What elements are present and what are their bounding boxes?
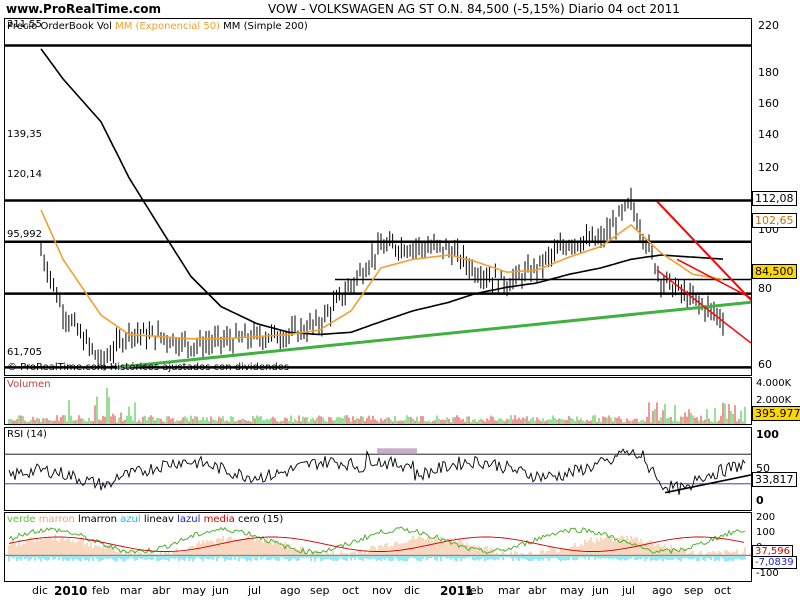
price-bars — [40, 187, 724, 371]
x-label-4: abr — [152, 584, 171, 597]
level-label-120: 120,14 — [7, 169, 42, 180]
vol-tick-4000: 4.000K — [756, 378, 792, 389]
x-label-13: 2011 — [440, 584, 474, 598]
ema50-line — [40, 209, 724, 340]
x-label-10: oct — [342, 584, 360, 597]
price-tick-140: 140 — [758, 128, 779, 141]
price-tick-160: 160 — [758, 97, 779, 110]
x-label-8: ago — [280, 584, 301, 597]
tag-volume: 395.977 — [752, 406, 800, 421]
x-label-22: oct — [714, 584, 732, 597]
site-name[interactable]: www.ProRealTime.com — [6, 2, 161, 16]
x-label-17: may — [560, 584, 584, 597]
x-label-20: ago — [652, 584, 673, 597]
tag-rsi: 33,817 — [752, 472, 797, 487]
osc-legend-lmarron: lmarron — [78, 514, 117, 525]
x-label-5: may — [182, 584, 206, 597]
legend-vol: Precio OrderBook Vol — [7, 21, 112, 32]
x-label-11: nov — [372, 584, 393, 597]
x-label-12: dic — [404, 584, 421, 597]
osc-tick-m100: -100 — [756, 568, 779, 579]
volume-chart-svg — [8, 388, 746, 424]
x-label-9: sep — [310, 584, 330, 597]
osc-legend-lazul: lazul — [177, 514, 201, 525]
price-chart-svg — [5, 44, 751, 371]
x-label-18: jun — [592, 584, 609, 597]
level-label-95: 95,992 — [7, 229, 42, 240]
x-label-6: jun — [212, 584, 229, 597]
osc-legend-azul: azul — [120, 514, 141, 525]
rsi-overbought-zone — [377, 448, 417, 455]
legend-mm50: MM (Exponencial 50) — [115, 21, 220, 32]
price-footer: © ProRealTime.com Históricos ajustados c… — [7, 362, 290, 373]
x-label-16: abr — [528, 584, 547, 597]
osc-legend-marron: marron — [38, 514, 75, 525]
rsi-tick-100: 100 — [756, 428, 779, 441]
price-tick-120: 120 — [758, 161, 779, 174]
osc-bars — [8, 534, 746, 562]
osc-media-line — [8, 536, 745, 552]
chart-title: VOW - VOLKSWAGEN AG ST O.N. 84,500 (-5,1… — [268, 2, 680, 16]
rsi-trend-line — [664, 474, 751, 494]
x-label-14: feb — [466, 584, 484, 597]
osc-legend-media: media — [203, 514, 235, 525]
x-label-2: feb — [92, 584, 110, 597]
rsi-chart-svg — [5, 448, 751, 495]
rsi-tick-0: 0 — [756, 494, 764, 507]
osc-chart-svg — [5, 526, 751, 562]
x-label-7: jul — [248, 584, 262, 597]
rsi-title: RSI (14) — [7, 429, 47, 440]
osc-tick-200: 200 — [756, 512, 776, 523]
sma200-line — [40, 48, 724, 336]
x-label-19: jul — [622, 584, 636, 597]
x-label-0: dic — [32, 584, 49, 597]
rsi-panel: RSI (14) — [4, 427, 752, 511]
channel-line-mid — [676, 258, 751, 299]
x-label-1: 2010 — [54, 584, 88, 598]
price-tick-80: 80 — [758, 282, 772, 295]
tag-last: 84,500 — [752, 264, 797, 279]
rsi-line — [8, 448, 746, 495]
volume-panel: Volumen — [4, 377, 752, 425]
price-panel: Precio OrderBook Vol MM (Exponencial 50)… — [4, 18, 752, 376]
price-tick-220: 220 — [758, 19, 779, 32]
price-tick-60: 60 — [758, 358, 772, 371]
level-label-61: 61,705 — [7, 347, 42, 358]
price-tick-180: 180 — [758, 66, 779, 79]
volume-title: Volumen — [7, 379, 51, 390]
tag-mm50: 102,65 — [752, 213, 797, 228]
tag-mm200: 112,08 — [752, 191, 797, 206]
osc-green-line — [8, 526, 746, 555]
vol-tick-2000: 2.000K — [756, 395, 792, 406]
legend-mm200: MM (Simple 200) — [223, 21, 308, 32]
x-label-21: sep — [684, 584, 704, 597]
osc-tick-100: 100 — [756, 527, 776, 538]
volume-bars — [8, 388, 746, 424]
osc-legend-cero: cero (15) — [237, 514, 284, 525]
trend-line-green — [116, 300, 751, 369]
rsi-tick-50: 50 — [756, 462, 770, 475]
level-label-211: 211,55 — [7, 19, 42, 30]
osc-panel: verde marron lmarron azul lineav lazul m… — [4, 512, 752, 582]
x-label-15: mar — [498, 584, 520, 597]
channel-line-upper — [656, 200, 751, 301]
osc-legend-lineav: lineav — [143, 514, 174, 525]
x-label-3: mar — [120, 584, 142, 597]
tag-osc-2: -7,0839 — [752, 556, 797, 569]
osc-legend-verde: verde — [7, 514, 36, 525]
level-label-139: 139,35 — [7, 129, 42, 140]
channel-line-lower — [656, 269, 751, 344]
